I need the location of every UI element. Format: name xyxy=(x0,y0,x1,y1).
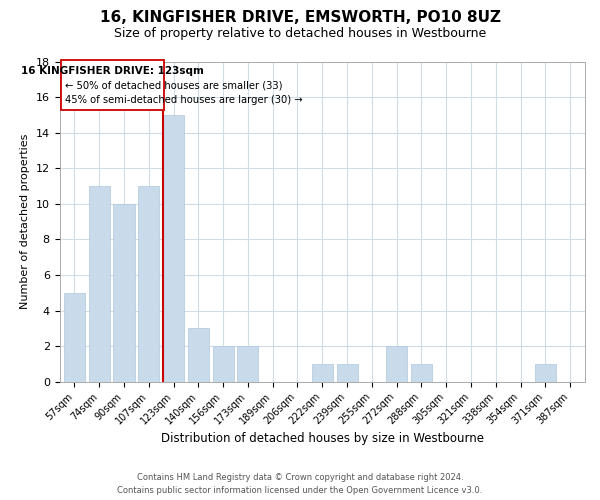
Bar xyxy=(386,346,407,382)
Bar xyxy=(89,186,110,382)
Bar xyxy=(113,204,134,382)
Bar xyxy=(312,364,333,382)
FancyBboxPatch shape xyxy=(61,60,164,110)
Text: Size of property relative to detached houses in Westbourne: Size of property relative to detached ho… xyxy=(114,28,486,40)
Text: 16 KINGFISHER DRIVE: 123sqm: 16 KINGFISHER DRIVE: 123sqm xyxy=(21,66,204,76)
Bar xyxy=(535,364,556,382)
Bar xyxy=(64,293,85,382)
Bar xyxy=(411,364,432,382)
Bar xyxy=(188,328,209,382)
Text: 45% of semi-detached houses are larger (30) →: 45% of semi-detached houses are larger (… xyxy=(65,96,302,106)
Y-axis label: Number of detached properties: Number of detached properties xyxy=(20,134,30,310)
X-axis label: Distribution of detached houses by size in Westbourne: Distribution of detached houses by size … xyxy=(161,432,484,445)
Text: ← 50% of detached houses are smaller (33): ← 50% of detached houses are smaller (33… xyxy=(65,80,282,90)
Text: Contains HM Land Registry data © Crown copyright and database right 2024.
Contai: Contains HM Land Registry data © Crown c… xyxy=(118,474,482,495)
Bar xyxy=(212,346,233,382)
Bar xyxy=(138,186,160,382)
Text: 16, KINGFISHER DRIVE, EMSWORTH, PO10 8UZ: 16, KINGFISHER DRIVE, EMSWORTH, PO10 8UZ xyxy=(100,10,500,25)
Bar xyxy=(337,364,358,382)
Bar xyxy=(238,346,259,382)
Bar xyxy=(163,115,184,382)
